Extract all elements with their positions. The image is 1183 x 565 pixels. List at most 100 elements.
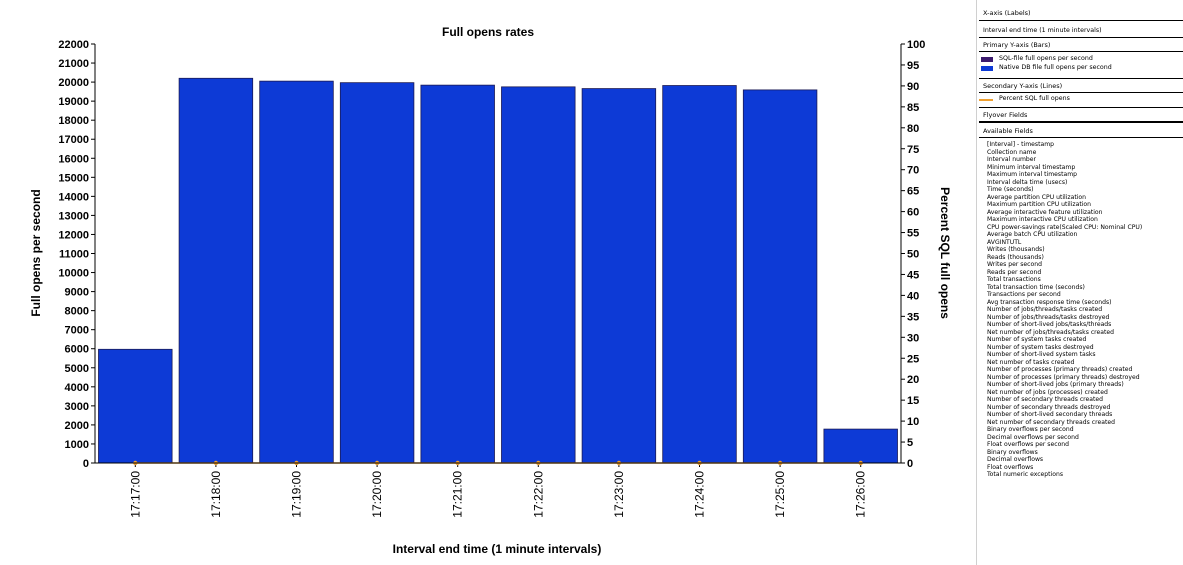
secondary-section-header: Secondary Y-axis (Lines): [979, 75, 1183, 93]
y-tick-label: 8000: [65, 306, 89, 318]
available-field[interactable]: Number of system tasks destroyed: [987, 343, 1094, 351]
available-field[interactable]: Interval delta time (usecs): [987, 178, 1068, 186]
y2-tick-label: 100: [907, 39, 925, 51]
available-field[interactable]: Number of short-lived jobs/tasks/threads: [987, 321, 1112, 328]
available-field[interactable]: Number of processes (primary threads) de…: [987, 373, 1140, 381]
y-axis-label: Full opens per second: [29, 189, 43, 316]
y-tick-label: 22000: [58, 39, 89, 51]
available-field[interactable]: Avg transaction response time (seconds): [987, 298, 1112, 306]
available-field[interactable]: Average batch CPU utilization: [987, 231, 1078, 238]
available-field[interactable]: Float overflows: [987, 463, 1034, 471]
x-tick-label: 17:17:00: [128, 471, 142, 518]
available-field[interactable]: Minimum interval timestamp: [987, 163, 1076, 171]
y2-tick-label: 25: [907, 353, 919, 365]
secondary-y-ticks: 0 5 10 15 20 25 30 35 40 45 50 55 60 65 70 75 80 85 90 95 10…: [901, 39, 925, 470]
x-tick-label: 17:23:00: [612, 471, 626, 518]
x-axis-section-header: X-axis (Labels): [979, 4, 1183, 21]
bar[interactable]: [823, 428, 898, 464]
bar[interactable]: [178, 77, 254, 464]
available-field[interactable]: Interval number: [987, 156, 1037, 163]
available-field[interactable]: Number of jobs/threads/tasks created: [987, 306, 1103, 313]
available-field[interactable]: Decimal overflows per second: [987, 433, 1079, 441]
divider: [979, 51, 1183, 52]
y2-tick-label: 65: [907, 186, 919, 198]
y2-tick-label: 95: [907, 60, 919, 72]
y-tick-label: 12000: [58, 229, 89, 241]
bar[interactable]: [420, 84, 495, 464]
sql-swatch: [981, 57, 993, 62]
y-tick-label: 19000: [58, 96, 89, 108]
y2-tick-label: 70: [907, 165, 919, 177]
line-field-percent[interactable]: Percent SQL full opens: [977, 95, 1182, 105]
y2-tick-label: 85: [907, 102, 919, 114]
y-tick-label: 1000: [65, 439, 89, 451]
available-field[interactable]: Maximum interval timestamp: [987, 171, 1078, 178]
available-field[interactable]: Net number of secondary threads created: [987, 418, 1115, 426]
x-tick-label: 17:24:00: [693, 471, 707, 518]
available-field[interactable]: Time (seconds): [987, 186, 1034, 193]
available-field[interactable]: Number of short-lived secondary threads: [987, 411, 1113, 418]
available-field[interactable]: Maximum interactive CPU utilization: [987, 216, 1098, 223]
divider: [979, 107, 1183, 108]
bar-field-label: Native DB file full opens per second: [999, 64, 1112, 71]
x-axis-field[interactable]: Interval end time (1 minute intervals): [983, 27, 1102, 34]
y2-tick-label: 50: [907, 249, 919, 261]
available-section-header: Available Fields: [979, 122, 1183, 142]
bar[interactable]: [501, 86, 576, 464]
x-tick-label: 17:18:00: [209, 471, 223, 518]
bar-field-sql[interactable]: SQL-file full opens per second: [977, 55, 1182, 65]
y2-tick-label: 90: [907, 81, 919, 93]
available-field[interactable]: Net number of jobs/threads/tasks created: [987, 328, 1115, 336]
bar[interactable]: [339, 82, 415, 464]
available-field[interactable]: Maximum partition CPU utilization: [987, 201, 1092, 208]
available-field[interactable]: Reads per second: [987, 268, 1042, 276]
y2-tick-label: 60: [907, 207, 919, 219]
divider: [979, 92, 1183, 93]
available-field[interactable]: Number of short-lived jobs (primary thre…: [987, 381, 1124, 388]
y-tick-label: 10000: [58, 268, 89, 280]
y2-tick-label: 15: [907, 395, 919, 407]
y-tick-label: 15000: [58, 172, 89, 184]
bar[interactable]: [662, 85, 737, 464]
bars: [98, 77, 898, 464]
available-field[interactable]: Average partition CPU utilization: [987, 193, 1087, 201]
y-tick-label: 14000: [58, 191, 89, 203]
available-field[interactable]: Binary overflows: [987, 448, 1038, 456]
x-ticks: 17:17:00 17:18:00 17:19:00 17:20:00 17:21:00…: [128, 463, 868, 518]
bar[interactable]: [259, 80, 334, 464]
divider: [979, 37, 1183, 38]
available-field[interactable]: Reads (thousands): [987, 253, 1044, 261]
divider: [979, 20, 1183, 21]
available-field[interactable]: Number of secondary threads created: [987, 396, 1104, 403]
available-field[interactable]: Net number of tasks created: [987, 358, 1075, 366]
available-field[interactable]: Binary overflows per second: [987, 426, 1074, 433]
available-field[interactable]: Average interactive feature utilization: [987, 208, 1103, 216]
available-field[interactable]: Number of jobs/threads/tasks destroyed: [987, 313, 1110, 321]
y2-tick-label: 20: [907, 374, 919, 386]
y-tick-label: 3000: [65, 401, 89, 413]
available-field[interactable]: Total transaction time (seconds): [987, 283, 1085, 291]
bar[interactable]: [581, 88, 657, 464]
available-field[interactable]: CPU power-savings rate(Scaled CPU: Nomin…: [987, 223, 1143, 231]
available-field[interactable]: Number of processes (primary threads) cr…: [987, 366, 1133, 373]
bar[interactable]: [98, 348, 173, 464]
available-field[interactable]: Writes (thousands): [987, 246, 1045, 253]
available-field[interactable]: Net number of jobs (processes) created: [987, 388, 1108, 396]
available-field[interactable]: Decimal overflows: [987, 456, 1044, 463]
available-field[interactable]: Transactions per second: [987, 291, 1061, 298]
y-tick-label: 6000: [65, 344, 89, 356]
available-field[interactable]: Writes per second: [987, 261, 1042, 268]
available-field[interactable]: Number of system tasks created: [987, 336, 1087, 343]
chart-title: Full opens rates: [442, 25, 534, 39]
available-field[interactable]: Number of short-lived system tasks: [987, 351, 1096, 358]
available-field[interactable]: Number of secondary threads destroyed: [987, 403, 1111, 411]
available-field[interactable]: AVGINTUTL: [987, 238, 1022, 246]
available-field[interactable]: Collection name: [987, 148, 1037, 156]
flyover-header-label: Flyover Fields: [983, 111, 1028, 119]
available-field[interactable]: Total numeric exceptions: [987, 471, 1064, 478]
bar[interactable]: [742, 89, 818, 464]
bar-field-native[interactable]: Native DB file full opens per second: [977, 64, 1182, 74]
available-field[interactable]: Float overflows per second: [987, 441, 1070, 448]
available-field[interactable]: [Interval] - timestamp: [987, 141, 1055, 148]
available-field[interactable]: Total transactions: [987, 276, 1041, 283]
